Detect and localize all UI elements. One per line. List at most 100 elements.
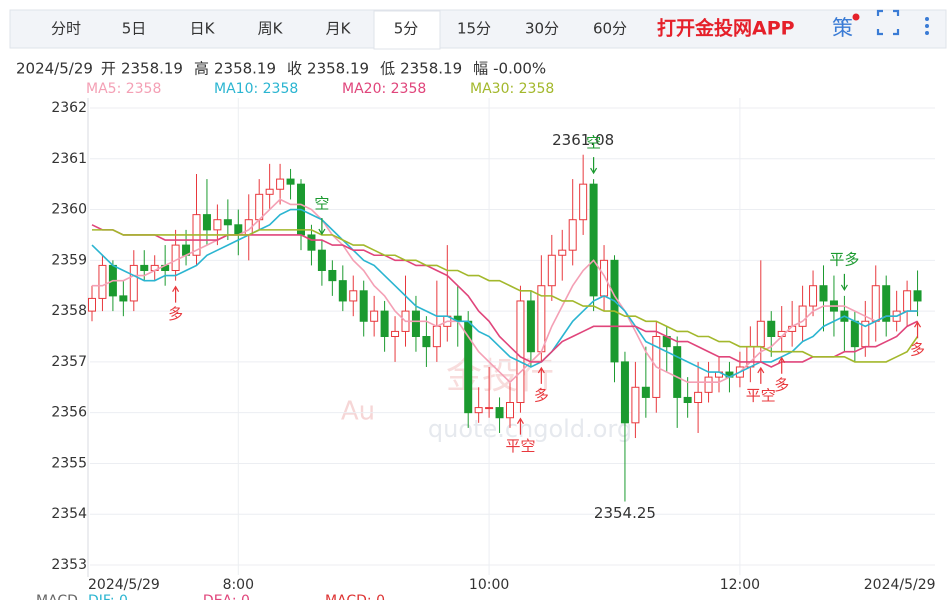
tab[interactable]: 月K <box>326 20 352 38</box>
candle-body <box>255 193 264 221</box>
info-label: 收 <box>287 60 302 78</box>
candle-body <box>140 264 149 271</box>
candle-body <box>370 310 379 322</box>
candle-body <box>547 254 556 287</box>
indicator-label: DIF: 0 <box>88 593 128 600</box>
active-tab <box>373 10 441 50</box>
sell-arrow <box>590 157 598 175</box>
y-tick-label: 2354 <box>51 506 87 522</box>
candle-body <box>485 407 494 410</box>
buy-signal: 平空 <box>505 437 535 455</box>
candle-body <box>850 320 859 348</box>
candle-body <box>223 219 232 226</box>
menu-icon[interactable] <box>925 17 929 35</box>
sell-signal: 空 <box>314 195 329 213</box>
x-tick-label: 8:00 <box>223 577 254 593</box>
max-label: 2361.08 <box>552 131 614 149</box>
candle-body <box>307 234 316 251</box>
x-tick-label: 12:00 <box>720 577 760 593</box>
candle-body <box>600 259 609 297</box>
candle-body <box>882 285 891 322</box>
buy-signal: 平空 <box>746 386 776 404</box>
candle-body <box>516 300 525 404</box>
watermark: Au <box>341 397 375 427</box>
candle-body <box>704 376 713 393</box>
tab[interactable]: 日K <box>190 20 216 38</box>
y-tick-label: 2358 <box>51 303 87 319</box>
candle-body <box>432 325 441 348</box>
candle-body <box>558 249 567 256</box>
ma-line <box>91 208 918 379</box>
candle-body <box>620 361 629 424</box>
watermark: quote.cngold.org <box>428 415 632 443</box>
x-tick-label: 2024/5/29 <box>864 577 936 593</box>
y-tick-label: 2355 <box>51 455 87 471</box>
candle-body <box>129 264 138 302</box>
buy-arrow <box>914 321 922 339</box>
info-date: 2024/5/29 <box>16 60 93 78</box>
candle-body <box>506 402 514 419</box>
tab[interactable]: 15分 <box>457 20 491 38</box>
candle-body <box>276 178 285 190</box>
candle-body <box>349 290 358 302</box>
candle-body <box>871 285 880 322</box>
indicator-label: MACD: 0 <box>325 593 385 600</box>
tab[interactable]: 5日 <box>122 20 147 38</box>
plot: Au 金投行 quote.cngold.org 2353 2354 2355 2356 235… <box>36 98 936 600</box>
tab[interactable]: 周K <box>258 20 284 38</box>
candle-body <box>767 320 776 337</box>
candle-body <box>631 386 640 424</box>
buy-arrow <box>516 417 524 435</box>
buy-arrow <box>757 366 765 384</box>
brand[interactable]: 打开金投网APP <box>657 17 795 40</box>
candle-body <box>411 310 420 338</box>
candle-body <box>391 330 400 337</box>
tab[interactable]: 60分 <box>593 20 627 38</box>
y-tick-label: 2361 <box>51 151 87 167</box>
y-tick-label: 2353 <box>51 557 87 573</box>
legend-entry: MA20: 2358 <box>342 81 426 97</box>
candle-body <box>380 310 389 338</box>
candle-body <box>819 285 828 302</box>
buy-signal: 多 <box>168 305 183 323</box>
info-value: 2358.19 <box>307 60 369 78</box>
sell-signal: 空 <box>586 134 601 152</box>
candle-body <box>265 188 274 195</box>
tab[interactable]: 分时 <box>51 20 81 38</box>
y-tick-label: 2357 <box>51 354 87 370</box>
buy-signal: 多 <box>910 341 925 359</box>
legend: MA5: 2358 MA10: 2358 MA20: 2358 MA30: 2358 <box>86 81 554 97</box>
candle-body <box>798 305 807 327</box>
sell-arrow <box>318 218 326 236</box>
ma-line <box>92 229 919 363</box>
candle-body <box>579 183 588 221</box>
info-value: 2358.19 <box>121 60 183 78</box>
candle-body <box>641 386 650 398</box>
buy-arrow <box>537 366 545 384</box>
legend-entry: MA30: 2358 <box>470 81 554 97</box>
badge <box>852 13 860 21</box>
x-tick-label: 10:00 <box>469 577 509 593</box>
y-tick-label: 2362 <box>51 100 87 116</box>
tab[interactable]: 5分 <box>394 20 419 38</box>
candle-body <box>474 407 483 414</box>
indicator-label: MACD <box>36 593 78 600</box>
candle-body <box>464 320 473 414</box>
candle-body <box>202 214 211 231</box>
info-value: 2358.19 <box>400 60 462 78</box>
legend-entry: MA5: 2358 <box>86 81 161 97</box>
candle-body <box>213 219 222 231</box>
y-tick-label: 2356 <box>51 405 87 421</box>
tab[interactable]: 30分 <box>525 20 559 38</box>
candle-body <box>98 264 107 299</box>
ma-line <box>91 224 918 368</box>
tabs: 分时 5日 日K 周K 月K 5分 15分 30分 60分 <box>51 10 627 50</box>
strategy-icon[interactable]: 策 <box>832 16 853 40</box>
fullscreen-icon[interactable] <box>876 9 900 36</box>
candle-body <box>683 396 692 404</box>
info-label: 低 <box>380 60 395 78</box>
candle-body <box>171 244 180 271</box>
candle-body <box>119 295 128 302</box>
